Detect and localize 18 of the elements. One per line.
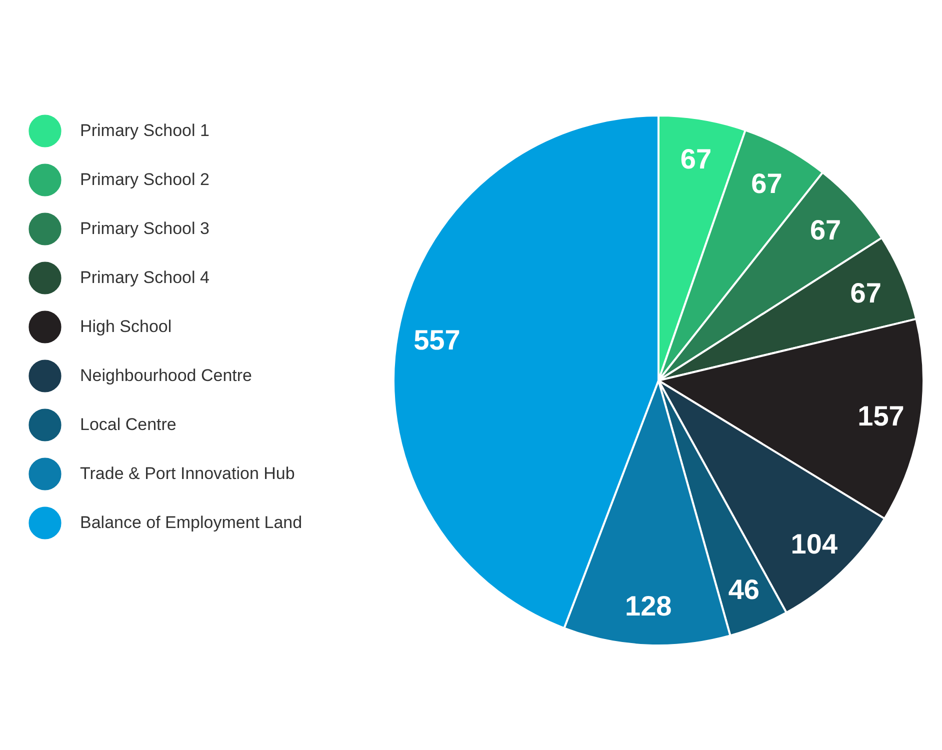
- legend-label: Primary School 3: [80, 218, 210, 238]
- data-label: 67: [751, 168, 782, 199]
- legend-label: Neighbourhood Centre: [80, 366, 252, 386]
- legend-label: High School: [80, 316, 172, 336]
- legend-label: Primary School 4: [80, 268, 210, 288]
- legend-label: Balance of Employment Land: [80, 512, 302, 532]
- legend-label: Primary School 2: [80, 170, 210, 190]
- legend-label: Trade & Port Innovation Hub: [80, 464, 295, 484]
- data-label: 557: [414, 324, 460, 356]
- legend-label: Local Centre: [80, 414, 176, 434]
- data-label: 46: [728, 574, 760, 605]
- data-label: 104: [790, 528, 838, 560]
- data-label: 128: [625, 590, 672, 622]
- data-label: 157: [858, 400, 904, 432]
- data-label: 67: [680, 143, 712, 174]
- data-label: 67: [810, 214, 842, 246]
- data-label: 67: [850, 277, 882, 308]
- legend-label: Primary School 1: [80, 120, 210, 140]
